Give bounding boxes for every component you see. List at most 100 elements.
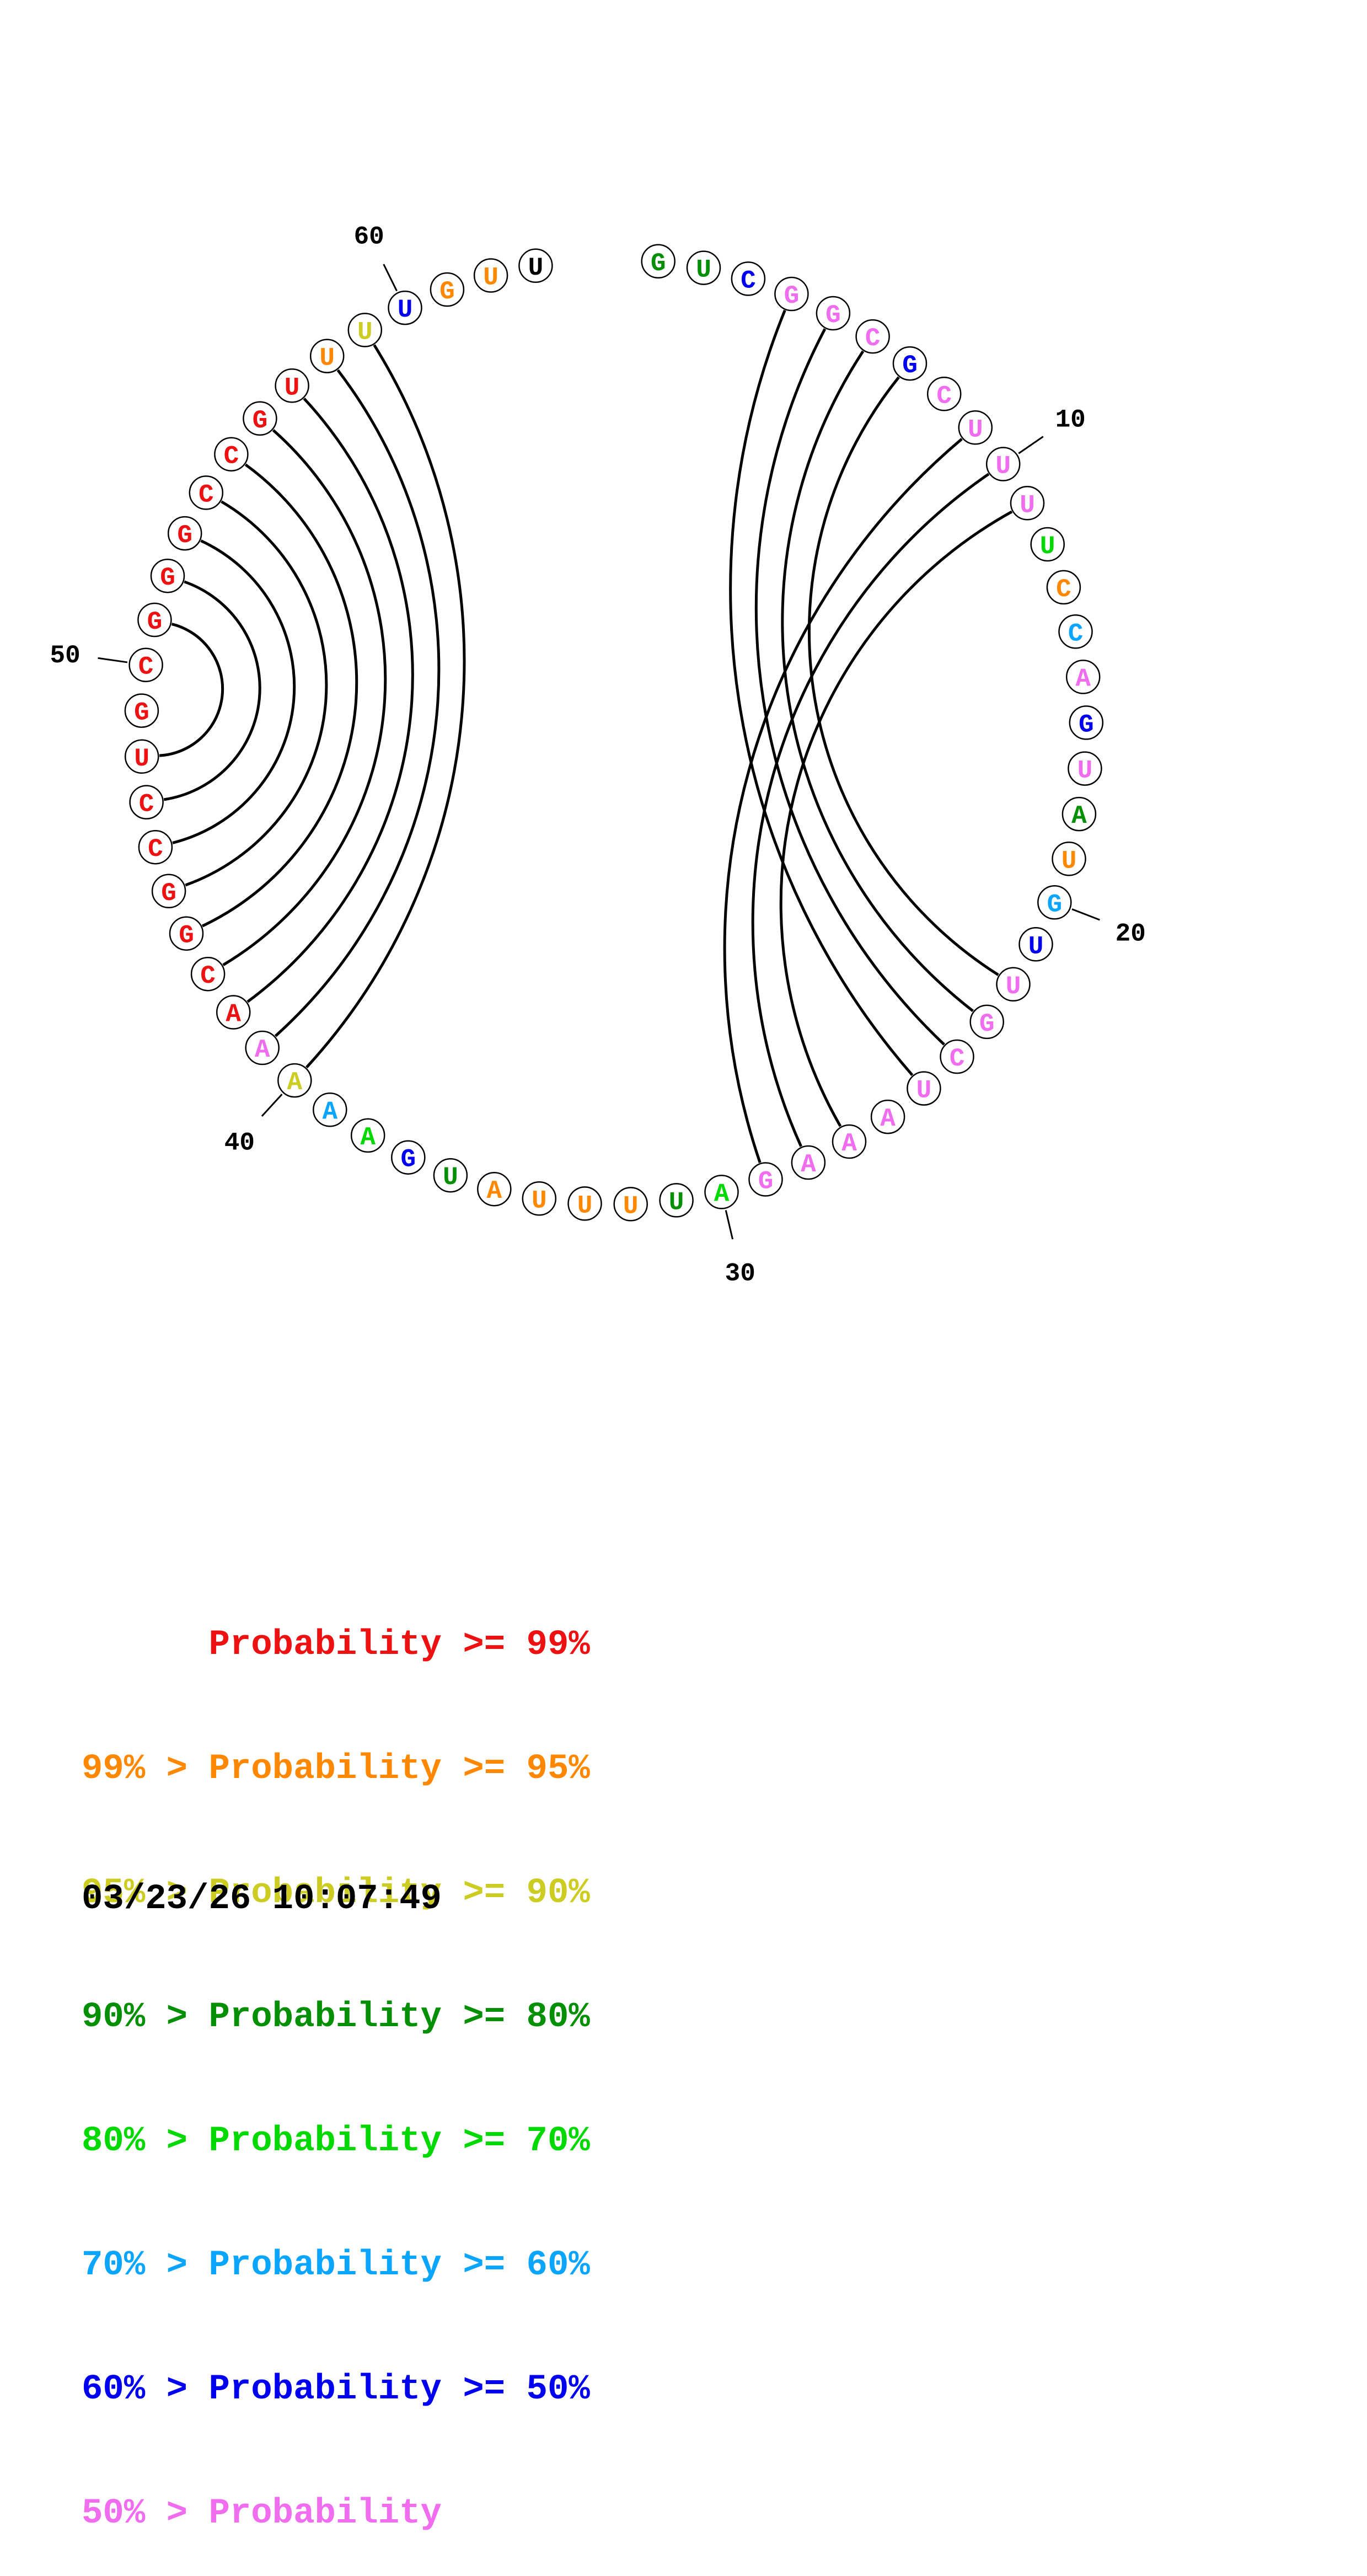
nucleotide-letter: U [285, 373, 300, 402]
nucleotide-circle [309, 339, 345, 373]
base-pair-arc [305, 344, 466, 1069]
nucleotide-circle [1052, 842, 1086, 876]
nucleotide-circle [958, 410, 993, 445]
position-label: 20 [1116, 920, 1146, 949]
nucleotide-letter: U [669, 1188, 684, 1217]
nucleotide-circle [731, 261, 766, 296]
nucleotide-letter: G [160, 564, 175, 592]
nucleotide-circle [1030, 527, 1065, 562]
base-pair-arc [751, 473, 990, 1147]
nucleotide-circle [347, 313, 383, 347]
nucleotide-circle [169, 916, 204, 951]
nucleotide-circle [1037, 885, 1072, 920]
nucleotide-circle [245, 1030, 280, 1065]
nucleotide-circle [124, 693, 159, 728]
nucleotide-circle [129, 785, 164, 820]
nucleotide-letter: A [714, 1180, 730, 1208]
position-label: 10 [1055, 406, 1086, 435]
position-label: 30 [725, 1260, 755, 1288]
nucleotide-letter: U [916, 1077, 932, 1105]
nucleotide-circle [1058, 614, 1093, 649]
nucleotide-circle [150, 558, 185, 593]
nucleotide-circle [1046, 570, 1081, 605]
nucleotide-letter: G [179, 922, 194, 950]
nucleotide-letter: A [801, 1150, 816, 1179]
nucleotide-letter: U [1020, 491, 1035, 520]
base-pair-arc [201, 463, 358, 928]
nucleotide-letter: U [623, 1192, 639, 1220]
position-label: 60 [354, 222, 384, 251]
nucleotide-letter: G [758, 1167, 774, 1196]
nucleotide-letter: A [880, 1105, 896, 1133]
nucleotide-circle [190, 956, 226, 992]
timestamp: 03/23/26 10:07:49 [82, 1879, 442, 1919]
nucleotide-circle [704, 1175, 739, 1209]
nucleotide-circle [907, 1071, 941, 1106]
position-tick [1071, 908, 1100, 921]
nucleotide-circle [350, 1118, 385, 1153]
nucleotide-circle [926, 377, 962, 411]
nucleotide-circle [816, 296, 851, 331]
base-pair-arc [274, 369, 441, 1037]
position-tick [261, 1094, 283, 1117]
nucleotide-letter: C [200, 962, 216, 990]
nucleotide-circle [189, 475, 224, 510]
nucleotide-letter: U [1040, 532, 1055, 561]
nucleotide-circle [613, 1187, 648, 1222]
nucleotide-circle [641, 244, 676, 279]
nucleotide-letter: G [161, 879, 176, 908]
nucleotide-letter: A [486, 1177, 502, 1206]
nucleotide-circle [1069, 705, 1104, 740]
nucleotide-letter: A [841, 1129, 857, 1158]
nucleotide-letter: U [995, 452, 1011, 481]
nucleotide-letter: U [483, 264, 498, 292]
nucleotide-letter: G [1047, 890, 1062, 919]
nucleotide-letter: C [138, 653, 154, 682]
nucleotide-letter: G [400, 1145, 416, 1174]
nucleotide-circle [151, 874, 186, 909]
nucleotide-letter: G [253, 406, 268, 435]
nucleotide-letter: C [139, 790, 154, 819]
nucleotide-letter: U [1077, 757, 1093, 785]
position-tick [383, 264, 398, 292]
base-pair-arc [172, 539, 296, 844]
base-pair-arc [781, 350, 974, 1013]
nucleotide-letter: G [147, 608, 163, 636]
nucleotide-circle [214, 437, 249, 472]
nucleotide-letter: U [968, 415, 983, 444]
base-pair-arc [185, 500, 328, 887]
nucleotide-circle [1010, 486, 1045, 521]
nucleotide-circle [1018, 927, 1053, 962]
nucleotide-letter: G [177, 521, 192, 550]
nucleotide-letter: A [287, 1068, 302, 1097]
base-pair-arc [754, 328, 945, 1046]
base-pair-arc [779, 510, 1013, 1127]
nucleotide-circle [477, 1171, 512, 1207]
nucleotide-letter: U [528, 254, 544, 282]
nucleotide-letter: A [360, 1123, 376, 1152]
nucleotide-letter: C [1056, 575, 1071, 604]
nucleotide-circle [659, 1183, 694, 1218]
base-pair-arc [723, 437, 963, 1164]
nucleotide-letter: A [226, 1000, 241, 1029]
nucleotide-circle [1068, 751, 1102, 786]
nucleotide-circle [686, 250, 721, 285]
nucleotide-circle [748, 1162, 783, 1197]
nucleotide-letter: U [319, 344, 335, 373]
nucleotide-circle [1062, 796, 1097, 832]
nucleotide-letter: G [784, 282, 800, 310]
nucleotide-letter: G [439, 277, 455, 306]
nucleotide-letter: C [936, 382, 952, 410]
nucleotide-circle [940, 1039, 974, 1074]
nucleotide-letter: G [651, 249, 666, 278]
base-pair-arc [807, 376, 999, 976]
nucleotide-letter: C [1068, 619, 1084, 648]
base-pair-arc [159, 623, 224, 757]
nucleotide-circle [275, 368, 309, 403]
base-pair-arc [222, 429, 387, 966]
nucleotide-letter: A [255, 1036, 270, 1064]
nucleotide-circle [430, 272, 465, 307]
nucleotide-circle [985, 447, 1021, 481]
legend-entry: 90% > Probability >= 80% [82, 1997, 590, 2037]
